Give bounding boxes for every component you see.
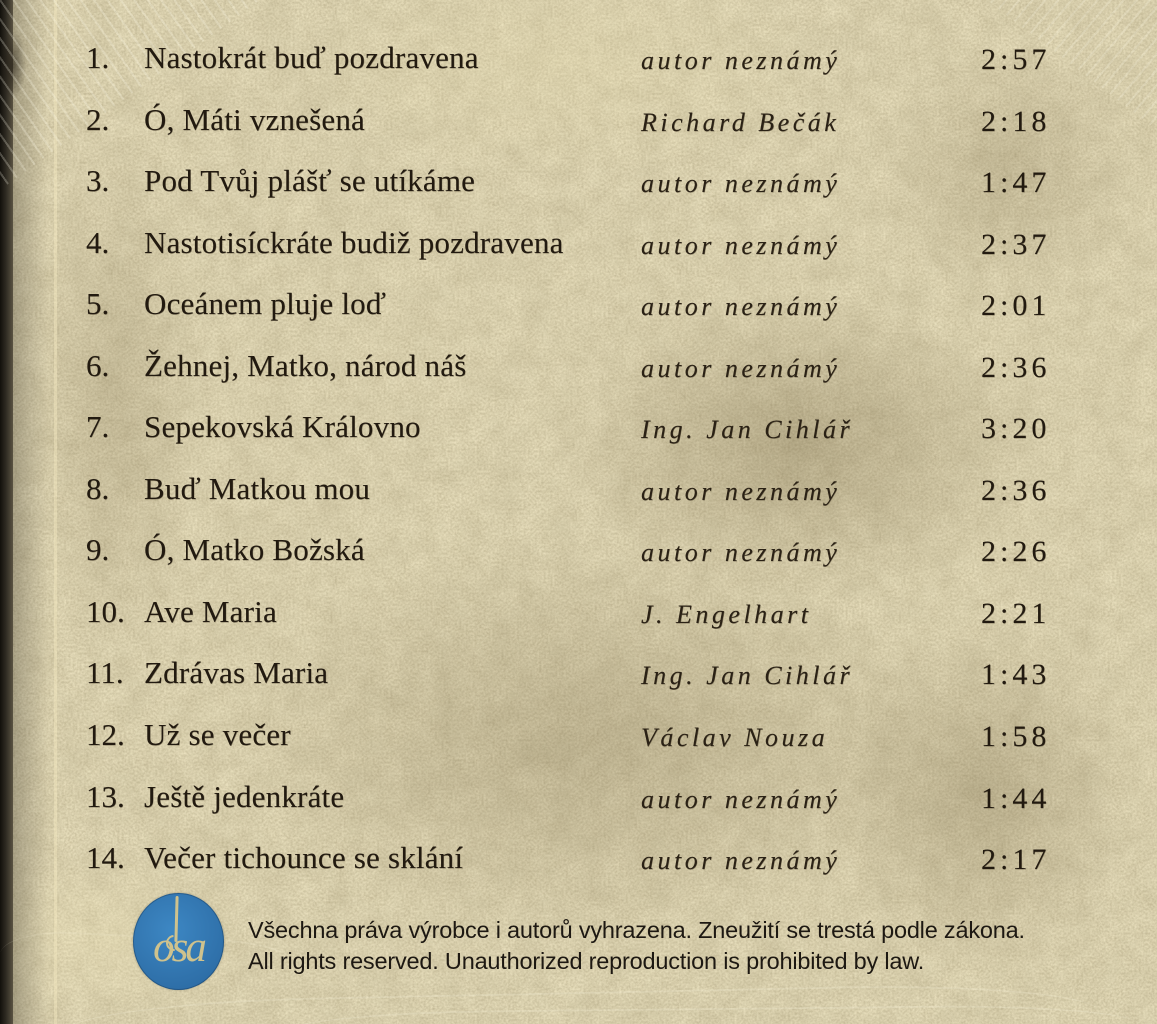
track-number: 14. xyxy=(86,840,125,876)
track-row: 12. Už se večer Václav Nouza 1:58 xyxy=(0,710,1157,772)
track-row: 8. Buď Matkou mou autor neznámý 2:36 xyxy=(0,464,1157,526)
track-number: 9. xyxy=(86,532,110,568)
track-row: 7. Sepekovská Královno Ing. Jan Cihlář 3… xyxy=(0,402,1157,464)
track-duration: 2:26 xyxy=(981,535,1051,569)
track-author: autor neznámý xyxy=(641,230,841,260)
track-duration: 1:44 xyxy=(981,781,1051,815)
track-duration: 1:58 xyxy=(981,720,1051,754)
track-number: 7. xyxy=(86,409,110,445)
track-duration: 2:18 xyxy=(981,104,1051,138)
track-title: Nastokrát buď pozdravena xyxy=(144,40,479,75)
track-duration: 3:20 xyxy=(981,412,1051,446)
track-number: 4. xyxy=(86,224,110,260)
track-list: 1. Nastokrát buď pozdravena autor neznám… xyxy=(0,33,1157,895)
track-number: 2. xyxy=(86,101,110,137)
track-duration: 2:57 xyxy=(981,43,1051,76)
track-duration: 1:47 xyxy=(981,166,1051,200)
track-row: 1. Nastokrát buď pozdravena autor neznám… xyxy=(0,33,1157,95)
track-author: autor neznámý xyxy=(641,353,841,383)
track-author: Richard Bečák xyxy=(641,107,840,137)
track-row: 5. Oceánem pluje loď autor neznámý 2:01 xyxy=(0,279,1157,341)
track-duration: 2:01 xyxy=(981,289,1051,323)
track-title: Ave Maria xyxy=(144,593,277,629)
track-row: 9. Ó, Matko Božská autor neznámý 2:26 xyxy=(0,525,1157,587)
track-row: 14. Večer tichounce se sklání autor nezn… xyxy=(0,833,1157,895)
track-author: autor neznámý xyxy=(641,846,841,876)
track-title: Sepekovská Královno xyxy=(144,409,421,445)
case-spine-shadow xyxy=(13,0,57,1024)
track-title: Ještě jedenkráte xyxy=(144,778,345,814)
track-title: Nastotisíckráte budiž pozdravena xyxy=(144,224,564,260)
track-author: Václav Nouza xyxy=(641,723,829,753)
legal-notice-english: All rights reserved. Unauthorized reprod… xyxy=(248,948,925,974)
track-number: 10. xyxy=(86,593,125,629)
track-number: 1. xyxy=(86,40,110,75)
track-number: 13. xyxy=(86,778,125,814)
track-row: 3. Pod Tvůj plášť se utíkáme autor nezná… xyxy=(0,156,1157,218)
osa-logo-text: osa xyxy=(153,924,207,971)
track-author: J. Engelhart xyxy=(641,599,812,629)
osa-logo: osa xyxy=(133,893,224,990)
track-title: Pod Tvůj plášť se utíkáme xyxy=(144,163,476,199)
track-title: Ó, Matko Božská xyxy=(144,532,365,568)
track-row: 11. Zdrávas Maria Ing. Jan Cihlář 1:43 xyxy=(0,648,1157,710)
track-title: Ó, Máti vznešená xyxy=(144,101,365,137)
track-duration: 1:43 xyxy=(981,658,1051,692)
track-title: Zdrávas Maria xyxy=(144,655,329,691)
track-duration: 2:37 xyxy=(981,227,1051,261)
track-row: 10. Ave Maria J. Engelhart 2:21 xyxy=(0,587,1157,649)
case-corner-notch xyxy=(0,30,26,100)
track-number: 8. xyxy=(86,470,110,506)
track-author: autor neznámý xyxy=(641,784,841,814)
track-title: Už se večer xyxy=(144,717,291,753)
track-number: 5. xyxy=(86,286,110,322)
track-number: 6. xyxy=(86,347,110,383)
track-number: 11. xyxy=(86,655,124,691)
track-duration: 2:21 xyxy=(981,596,1051,630)
track-author: autor neznámý xyxy=(641,476,841,506)
track-title: Žehnej, Matko, národ náš xyxy=(144,347,467,383)
track-author: autor neznámý xyxy=(641,46,841,75)
track-row: 13. Ještě jedenkráte autor neznámý 1:44 xyxy=(0,772,1157,834)
track-title: Buď Matkou mou xyxy=(144,470,371,506)
track-author: Ing. Jan Cihlář xyxy=(641,661,854,691)
legal-notice-czech: Všechna práva výrobce i autorů vyhrazena… xyxy=(248,917,1025,943)
case-fold-highlight xyxy=(54,0,57,1024)
track-duration: 2:17 xyxy=(981,843,1051,877)
track-number: 3. xyxy=(86,163,110,199)
track-duration: 2:36 xyxy=(981,350,1051,384)
track-author: autor neznámý xyxy=(641,538,841,568)
track-row: 6. Žehnej, Matko, národ náš autor neznám… xyxy=(0,341,1157,403)
track-row: 2. Ó, Máti vznešená Richard Bečák 2:18 xyxy=(0,95,1157,157)
track-title: Oceánem pluje loď xyxy=(144,286,387,322)
track-author: autor neznámý xyxy=(641,169,841,199)
track-author: autor neznámý xyxy=(641,292,841,322)
track-title: Večer tichounce se sklání xyxy=(144,840,464,876)
track-number: 12. xyxy=(86,717,125,753)
case-spine xyxy=(0,0,13,1024)
track-author: Ing. Jan Cihlář xyxy=(641,415,854,445)
track-row: 4. Nastotisíckráte budiž pozdravena auto… xyxy=(0,218,1157,280)
track-duration: 2:36 xyxy=(981,473,1051,507)
